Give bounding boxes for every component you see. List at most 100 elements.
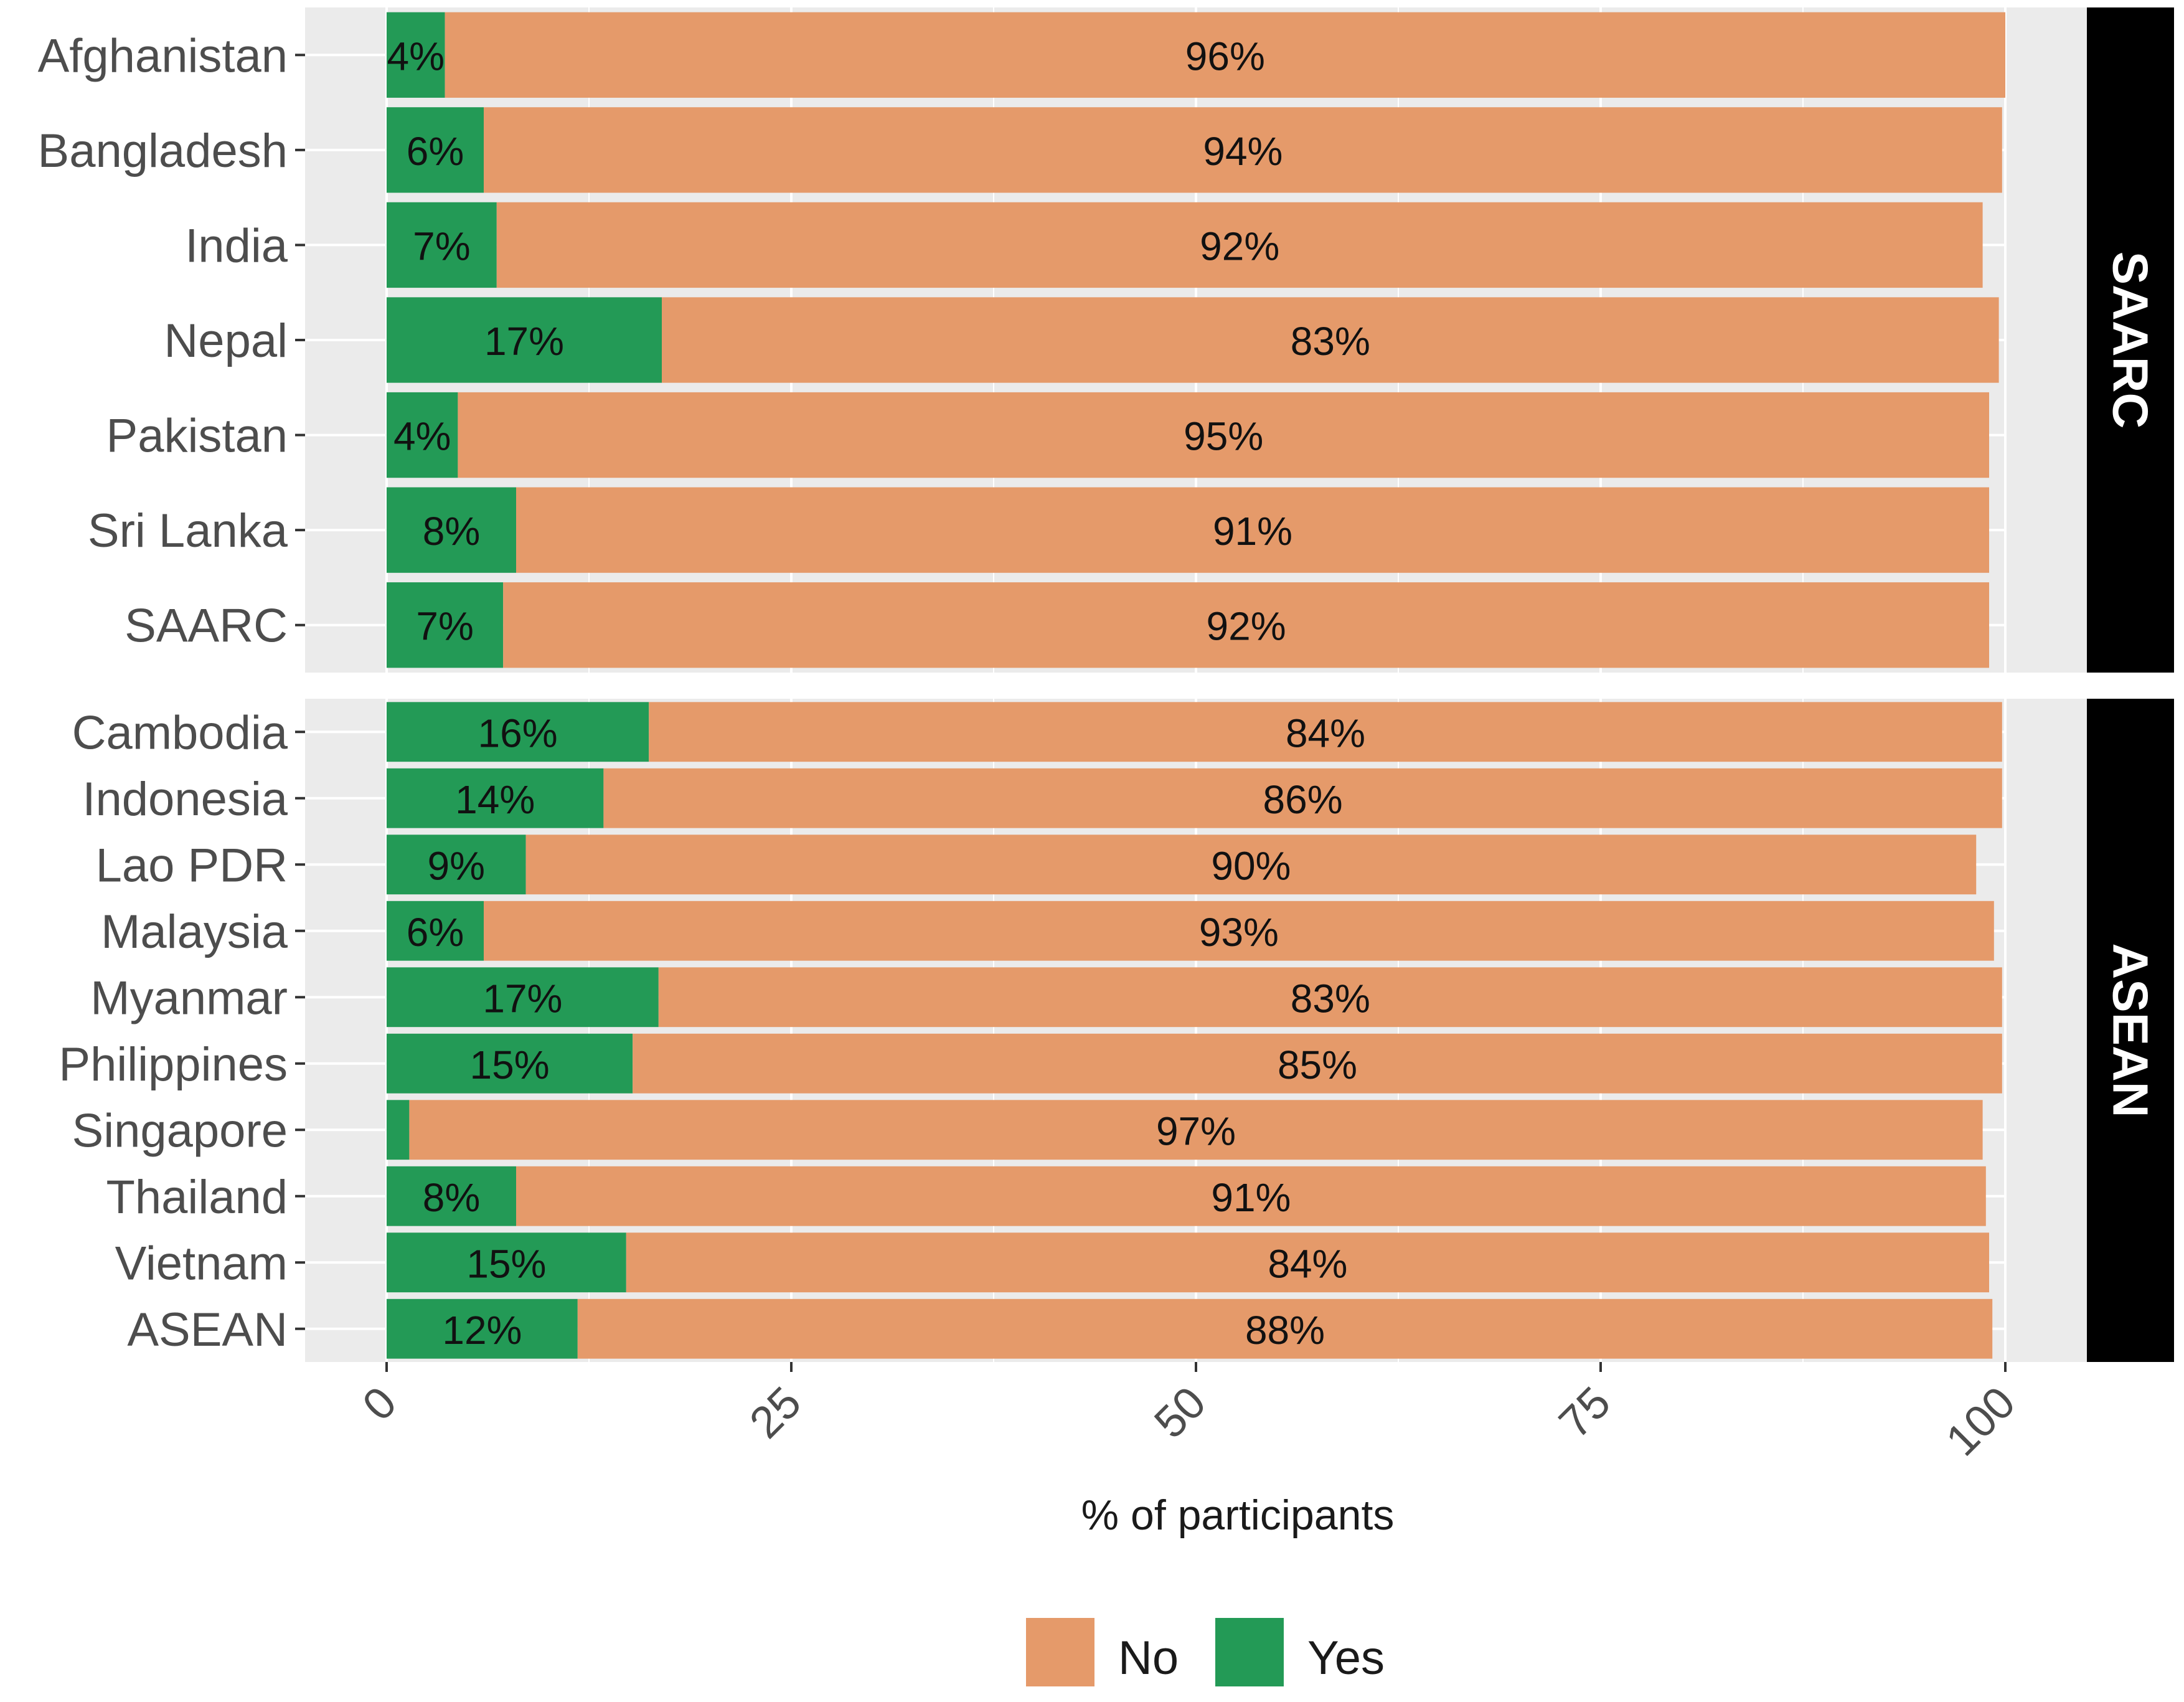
data-label-no: 88% <box>1245 1308 1325 1353</box>
bar-yes <box>387 702 649 762</box>
facet-panels: 4% 96% Afghanistan 6% 94% Bangladesh 7% 92% Indi… <box>38 7 2174 1362</box>
y-tick-label: Myanmar <box>90 972 288 1024</box>
legend-key-yes <box>1215 1618 1284 1686</box>
data-label-yes: 14% <box>455 777 535 822</box>
y-tick-label: Nepal <box>164 314 288 367</box>
facet-strip <box>2087 7 2174 673</box>
data-label-yes: 6% <box>407 910 464 955</box>
data-label-yes: 7% <box>416 604 474 649</box>
y-tick-label: Pakistan <box>106 410 288 463</box>
bar-no <box>525 834 1977 895</box>
x-axis-title: % of participants <box>1081 1492 1395 1539</box>
y-tick-label: Philippines <box>59 1038 288 1091</box>
bar-no <box>503 582 1990 668</box>
data-label-no: 90% <box>1211 843 1291 888</box>
bar-no <box>658 967 2002 1028</box>
bar-no <box>445 12 2005 98</box>
facet-strip <box>2087 699 2174 1362</box>
bar-no <box>577 1298 1993 1359</box>
bar-no <box>633 1033 2002 1094</box>
bar-yes <box>387 392 458 478</box>
data-label-yes: 12% <box>442 1308 522 1353</box>
facet-strip-label: ASEAN <box>2103 943 2158 1117</box>
legend: No Yes <box>1026 1618 1385 1686</box>
data-label-no: 84% <box>1286 711 1365 755</box>
bar-yes <box>387 967 659 1028</box>
bar-yes <box>387 12 445 98</box>
y-tick-label: Lao PDR <box>96 839 288 892</box>
y-tick-label: India <box>185 219 288 272</box>
data-label-yes: 15% <box>466 1241 546 1286</box>
bar-no <box>516 487 1989 573</box>
data-label-yes: 8% <box>423 1175 481 1220</box>
data-label-no: 92% <box>1207 604 1286 649</box>
bar-no <box>662 297 1999 383</box>
data-label-no: 83% <box>1291 976 1370 1021</box>
bar-yes <box>387 107 484 193</box>
y-tick-label: Cambodia <box>72 706 288 759</box>
x-tick-label: 0 <box>353 1378 406 1430</box>
y-tick-label: Afghanistan <box>38 29 288 82</box>
data-label-no: 96% <box>1185 34 1265 78</box>
y-tick-label: Indonesia <box>82 773 288 826</box>
x-tick-label: 50 <box>1145 1378 1215 1448</box>
legend-label-yes: Yes <box>1307 1632 1385 1685</box>
data-label-no: 91% <box>1213 509 1292 554</box>
bar-yes <box>387 297 662 383</box>
panel-asean: 16% 84% Cambodia 14% 86% Indonesia 9% 90% Lao PD… <box>59 699 2174 1362</box>
bar-yes <box>387 768 604 828</box>
panel-saarc: 4% 96% Afghanistan 6% 94% Bangladesh 7% 92% Indi… <box>38 7 2174 673</box>
bar-yes <box>387 202 497 288</box>
y-tick-label: Bangladesh <box>38 125 288 177</box>
x-tick-label: 25 <box>740 1378 811 1448</box>
bar-no <box>603 768 2002 828</box>
data-label-yes: 16% <box>478 711 558 755</box>
facet-strip-label: SAARC <box>2103 252 2158 428</box>
data-label-no: 83% <box>1291 319 1370 364</box>
data-label-yes: 7% <box>413 224 471 268</box>
bar-no <box>626 1232 1989 1293</box>
data-label-no: 92% <box>1200 224 1279 268</box>
y-tick-label: Vietnam <box>115 1237 288 1290</box>
bar-no <box>496 202 1983 288</box>
bar-no <box>458 392 1990 478</box>
bar-yes <box>387 487 516 573</box>
bar-no <box>484 107 2002 193</box>
bar-yes <box>387 582 504 668</box>
y-tick-label: Malaysia <box>101 905 288 958</box>
bar-yes <box>387 1232 626 1293</box>
data-label-no: 94% <box>1203 129 1283 174</box>
data-label-yes: 6% <box>407 129 464 174</box>
y-tick-label: SAARC <box>125 600 288 653</box>
x-tick-label: 75 <box>1550 1378 1620 1448</box>
data-label-no: 85% <box>1278 1042 1357 1087</box>
data-label-no: 97% <box>1156 1109 1236 1153</box>
data-label-yes: 17% <box>482 976 562 1021</box>
data-label-yes: 4% <box>393 414 451 459</box>
bar-no <box>484 901 1994 961</box>
bar-no <box>409 1100 1983 1160</box>
data-label-yes: 15% <box>470 1042 550 1087</box>
bar-yes <box>387 1033 633 1094</box>
data-label-no: 86% <box>1263 777 1343 822</box>
bar-yes <box>387 1100 410 1160</box>
data-label-yes: 9% <box>428 843 486 888</box>
bar-yes <box>387 834 526 895</box>
data-label-no: 91% <box>1211 1175 1291 1220</box>
data-label-yes: 8% <box>423 509 481 554</box>
legend-key-no <box>1026 1618 1094 1686</box>
x-tick-label: 100 <box>1937 1378 2025 1466</box>
x-axis: 0 25 50 75 100 <box>353 1362 2025 1465</box>
bar-yes <box>387 901 484 961</box>
y-tick-label: Thailand <box>106 1171 288 1224</box>
bar-yes <box>387 1166 516 1226</box>
data-label-yes: 17% <box>484 319 564 364</box>
data-label-no: 93% <box>1199 910 1279 955</box>
bar-no <box>516 1166 1986 1226</box>
legend-label-no: No <box>1118 1632 1179 1685</box>
data-label-no: 95% <box>1184 414 1263 459</box>
bar-yes <box>387 1298 578 1359</box>
y-tick-label: ASEAN <box>127 1303 288 1356</box>
y-tick-label: Singapore <box>72 1104 288 1157</box>
